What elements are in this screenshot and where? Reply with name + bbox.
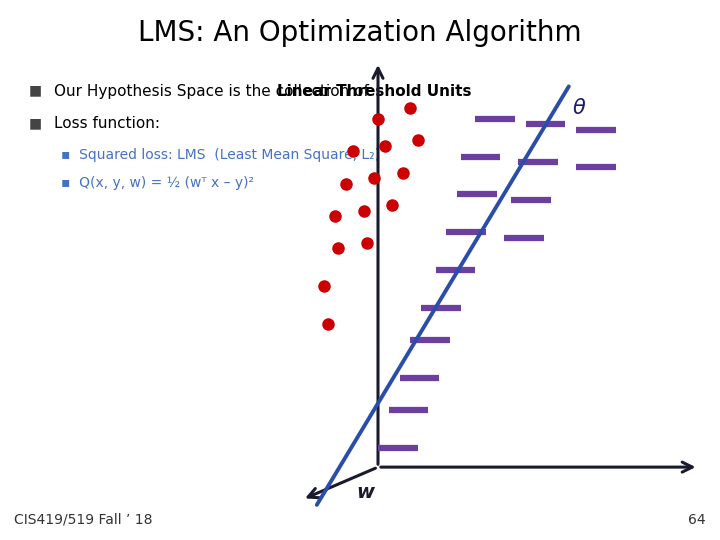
Text: $\theta$: $\theta$ [572, 98, 587, 118]
Text: ■: ■ [29, 116, 42, 130]
Text: ▪  Q(x, y, w) = ½ (wᵀ x – y)²: ▪ Q(x, y, w) = ½ (wᵀ x – y)² [61, 176, 254, 190]
Text: ▪  Squared loss: LMS  (Least Mean Square, L₂): ▪ Squared loss: LMS (Least Mean Square, … [61, 148, 380, 163]
Text: CIS419/519 Fall ’ 18: CIS419/519 Fall ’ 18 [14, 512, 153, 526]
Text: Linear Threshold Units: Linear Threshold Units [277, 84, 472, 99]
Text: LMS: An Optimization Algorithm: LMS: An Optimization Algorithm [138, 19, 582, 47]
Text: Our Hypothesis Space is the collection of: Our Hypothesis Space is the collection o… [54, 84, 374, 99]
Text: ■: ■ [29, 84, 42, 98]
Text: 64: 64 [688, 512, 706, 526]
Text: w: w [356, 483, 374, 502]
Text: Loss function:: Loss function: [54, 116, 160, 131]
